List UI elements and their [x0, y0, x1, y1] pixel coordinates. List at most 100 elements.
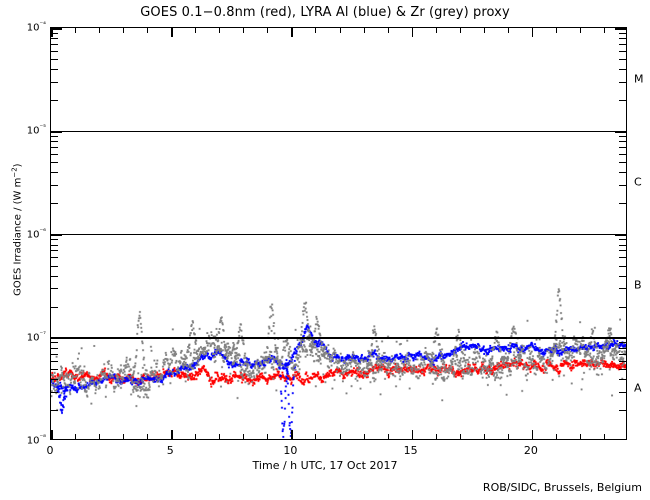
x-tick-minor-top: [123, 28, 125, 33]
y-tick-major-right: [615, 337, 626, 340]
y-tick-minor: [51, 275, 58, 277]
credit-text: ROB/SIDC, Brussels, Belgium: [482, 481, 642, 494]
y-tick-minor: [51, 43, 58, 45]
flare-class-label-a: A: [634, 381, 642, 395]
y-tick-minor: [51, 409, 58, 411]
y-tick-minor: [51, 135, 58, 137]
x-tick-minor: [75, 434, 77, 439]
y-tick-minor: [51, 306, 58, 308]
y-ticklabel-exponent: ⁻⁶: [39, 226, 46, 235]
x-tick-major: [171, 430, 173, 439]
x-tick-minor-top: [363, 28, 365, 33]
x-tick-minor-top: [459, 28, 461, 33]
x-tick-minor: [315, 434, 317, 439]
y-tick-minor: [51, 257, 58, 259]
y-tick-major: [51, 28, 62, 30]
y-tick-major: [51, 131, 62, 133]
y-tick-minor-right: [619, 147, 626, 149]
y-tick-minor: [51, 154, 58, 156]
x-tick-minor: [603, 434, 605, 439]
y-tick-minor-right: [619, 239, 626, 241]
x-tick-minor: [363, 434, 365, 439]
y-tick-minor: [51, 239, 58, 241]
y-tick-minor-right: [619, 409, 626, 411]
y-tick-minor-right: [619, 391, 626, 393]
x-tick-minor: [147, 434, 149, 439]
x-tick-minor: [123, 434, 125, 439]
y-tick-major-right: [615, 234, 626, 236]
y-tick-minor: [51, 378, 58, 380]
x-ticklabel: 15: [403, 444, 418, 457]
x-tick-minor: [579, 434, 581, 439]
x-tick-minor: [267, 434, 269, 439]
y-tick-minor-right: [619, 250, 626, 252]
y-tick-minor-right: [619, 38, 626, 39]
y-ticklabel: 10⁻⁵: [26, 123, 46, 137]
x-tick-major: [531, 430, 534, 439]
x-axis-title: Time / h UTC, 17 Oct 2017: [252, 459, 398, 472]
y-tick-minor: [51, 391, 58, 393]
y-tick-minor-right: [619, 288, 626, 290]
y-ticklabel: 10⁻⁸: [26, 433, 46, 447]
x-tick-minor: [435, 434, 437, 439]
x-tick-minor: [195, 434, 197, 439]
flare-class-label-m: M: [634, 72, 644, 86]
x-tick-minor: [243, 434, 245, 439]
y-tick-minor-right: [619, 162, 626, 164]
x-tick-minor-top: [507, 28, 509, 33]
x-tick-minor-top: [579, 28, 581, 33]
x-tick-minor-top: [99, 28, 101, 33]
y-tick-minor: [51, 368, 58, 370]
y-tick-major-right: [615, 28, 626, 30]
gridline-decade: [51, 130, 626, 132]
y-tick-minor-right: [619, 172, 626, 174]
y-tick-major: [51, 234, 62, 236]
y-tick-minor: [51, 353, 58, 355]
y-tick-minor-right: [619, 347, 626, 349]
x-tick-minor-top: [219, 28, 221, 33]
y-tick-minor-right: [619, 50, 626, 52]
data-scatter-canvas: [51, 28, 626, 439]
y-tick-minor: [51, 141, 58, 143]
y-tick-minor: [51, 172, 58, 174]
x-tick-minor: [459, 434, 461, 439]
y-tick-minor-right: [619, 257, 626, 259]
y-tick-minor: [51, 50, 58, 52]
y-ticklabel-exponent: ⁻⁸: [39, 433, 46, 442]
x-tick-minor-top: [387, 28, 389, 33]
x-tick-minor-top: [603, 28, 605, 33]
y-tick-minor-right: [619, 100, 626, 102]
y-axis-title-post: ): [12, 163, 24, 168]
x-ticklabel: 5: [166, 444, 174, 457]
flare-class-label-c: C: [634, 175, 642, 189]
x-tick-minor-top: [267, 28, 269, 33]
y-tick-minor: [51, 81, 58, 83]
y-tick-minor: [51, 100, 58, 102]
y-ticklabel: 10⁻⁶: [26, 226, 46, 241]
x-tick-minor: [507, 434, 509, 439]
x-tick-minor-top: [339, 28, 341, 33]
y-tick-minor: [51, 203, 58, 205]
y-tick-major-right: [615, 131, 626, 133]
y-tick-minor: [51, 347, 58, 349]
y-tick-minor: [51, 147, 58, 149]
y-tick-minor: [51, 32, 58, 34]
x-tick-minor: [219, 434, 221, 439]
y-tick-minor-right: [619, 265, 626, 267]
y-tick-minor: [51, 250, 58, 252]
y-axis-title: GOES Irradiance / (W m−2): [10, 130, 23, 330]
y-axis-title-pre: GOES Irradiance / (W m: [12, 177, 24, 296]
y-tick-minor-right: [619, 69, 626, 71]
y-tick-minor-right: [619, 59, 626, 61]
x-tick-major: [291, 430, 293, 439]
y-ticklabel-exponent: ⁻⁴: [39, 20, 46, 29]
y-tick-minor: [51, 38, 58, 39]
x-tick-minor-top: [147, 28, 149, 33]
y-tick-minor: [51, 360, 58, 362]
y-tick-minor-right: [619, 244, 626, 246]
flare-class-label-b: B: [634, 278, 642, 292]
x-tick-minor: [483, 434, 485, 439]
y-tick-minor: [51, 265, 58, 267]
plot-area: [50, 27, 627, 440]
x-tick-minor-top: [243, 28, 245, 33]
